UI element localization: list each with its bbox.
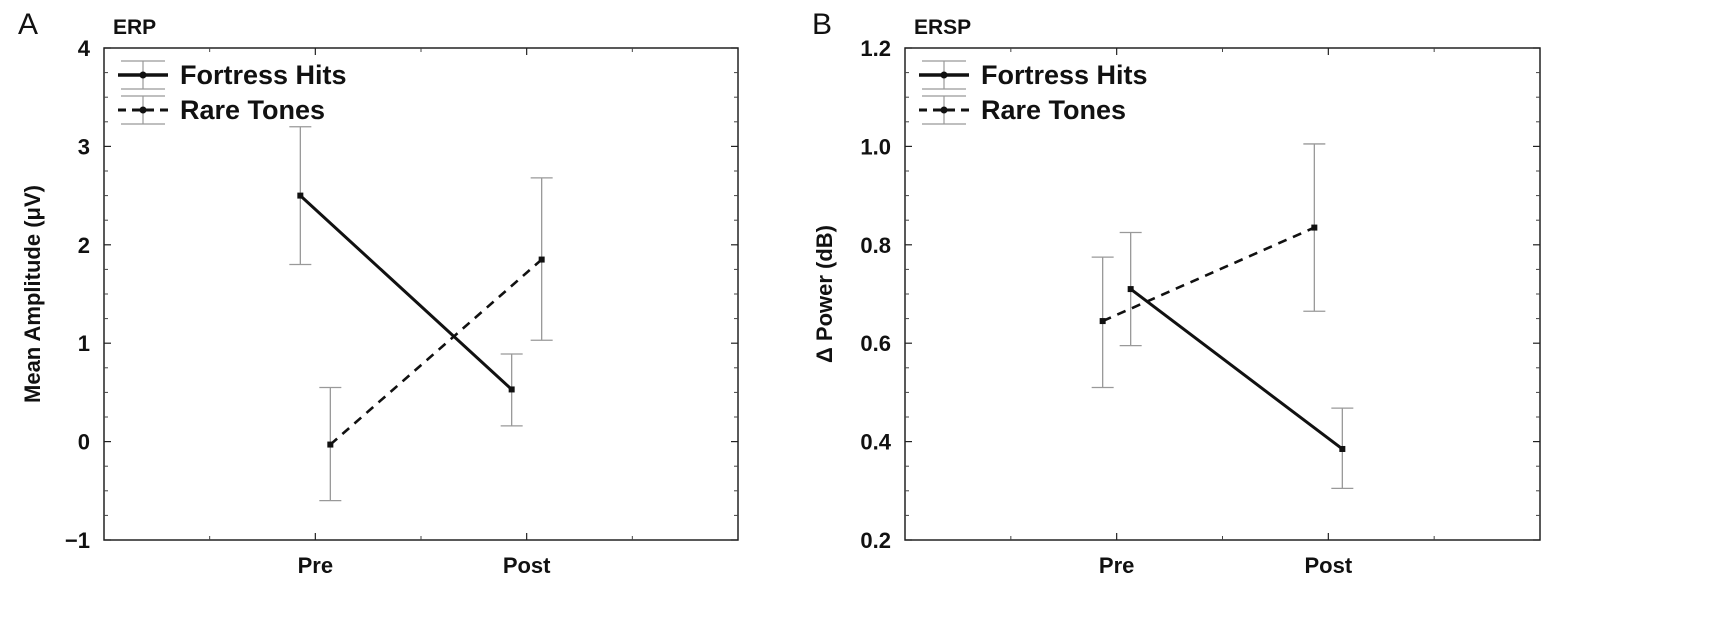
legend: Fortress Hits Rare Tones xyxy=(919,60,1148,125)
panel-title: ERP xyxy=(113,16,156,39)
x-tick-label-post: Post xyxy=(503,553,551,578)
legend: Fortress Hits Rare Tones xyxy=(118,60,347,125)
legend-item: Fortress Hits xyxy=(118,60,347,90)
legend-item: Rare Tones xyxy=(919,95,1126,125)
data-point-post xyxy=(508,386,515,393)
y-tick-label: 1.0 xyxy=(860,134,891,159)
series-line xyxy=(329,258,543,446)
y-tick-label: 0.4 xyxy=(860,430,891,455)
data-point-pre xyxy=(327,441,334,448)
legend-label: Rare Tones xyxy=(981,95,1126,125)
series-line xyxy=(1129,287,1344,451)
y-tick-label: 0.8 xyxy=(860,233,891,258)
panel-label: B xyxy=(812,8,832,41)
data-point-post xyxy=(1339,445,1346,452)
y-tick-label: 1 xyxy=(78,331,90,356)
y-tick-label: 1.2 xyxy=(860,36,891,61)
series-fortress-hits xyxy=(1119,231,1354,489)
data-point-pre xyxy=(297,192,304,199)
y-tick-label: −1 xyxy=(65,528,90,553)
x-tick-label-pre: Pre xyxy=(298,553,333,578)
legend-marker xyxy=(940,71,948,79)
legend-label: Fortress Hits xyxy=(981,60,1148,90)
legend-item: Fortress Hits xyxy=(919,60,1148,90)
y-axis-label: Mean Amplitude (μV) xyxy=(20,185,45,403)
legend-marker xyxy=(139,106,147,114)
panel-title: ERSP xyxy=(914,16,971,39)
data-point-pre xyxy=(1099,318,1106,325)
data-point-post xyxy=(1311,224,1318,231)
series-fortress-hits xyxy=(289,126,523,427)
y-tick-label: 2 xyxy=(78,233,90,258)
legend-label: Rare Tones xyxy=(180,95,325,125)
chart-panel-a: A ERP −1 0 1 2 3 4 Pre Post Mean Amplitude (μV) For… xyxy=(18,8,739,578)
y-tick-label: 0 xyxy=(78,430,90,455)
y-tick-label: 4 xyxy=(78,36,91,61)
series-line xyxy=(299,194,513,391)
y-tick-label: 3 xyxy=(78,134,90,159)
legend-marker xyxy=(940,106,948,114)
data-point-post xyxy=(538,256,545,263)
legend-marker xyxy=(139,71,147,79)
panel-label: A xyxy=(18,8,38,41)
data-point-pre xyxy=(1127,286,1134,293)
series-rare-tones xyxy=(319,177,553,502)
legend-label: Fortress Hits xyxy=(180,60,347,90)
x-tick-label-post: Post xyxy=(1304,553,1352,578)
series-line xyxy=(1102,226,1315,323)
y-axis-label: Δ Power (dB) xyxy=(812,225,837,363)
legend-item: Rare Tones xyxy=(118,95,325,125)
chart-panel-b: B ERSP 0.2 0.4 0.6 0.8 1.0 1.2 Pre Post Δ Power (d… xyxy=(812,8,1541,578)
y-tick-label: 0.2 xyxy=(860,528,891,553)
x-tick-label-pre: Pre xyxy=(1099,553,1134,578)
series-rare-tones xyxy=(1091,143,1326,389)
y-tick-label: 0.6 xyxy=(860,331,891,356)
